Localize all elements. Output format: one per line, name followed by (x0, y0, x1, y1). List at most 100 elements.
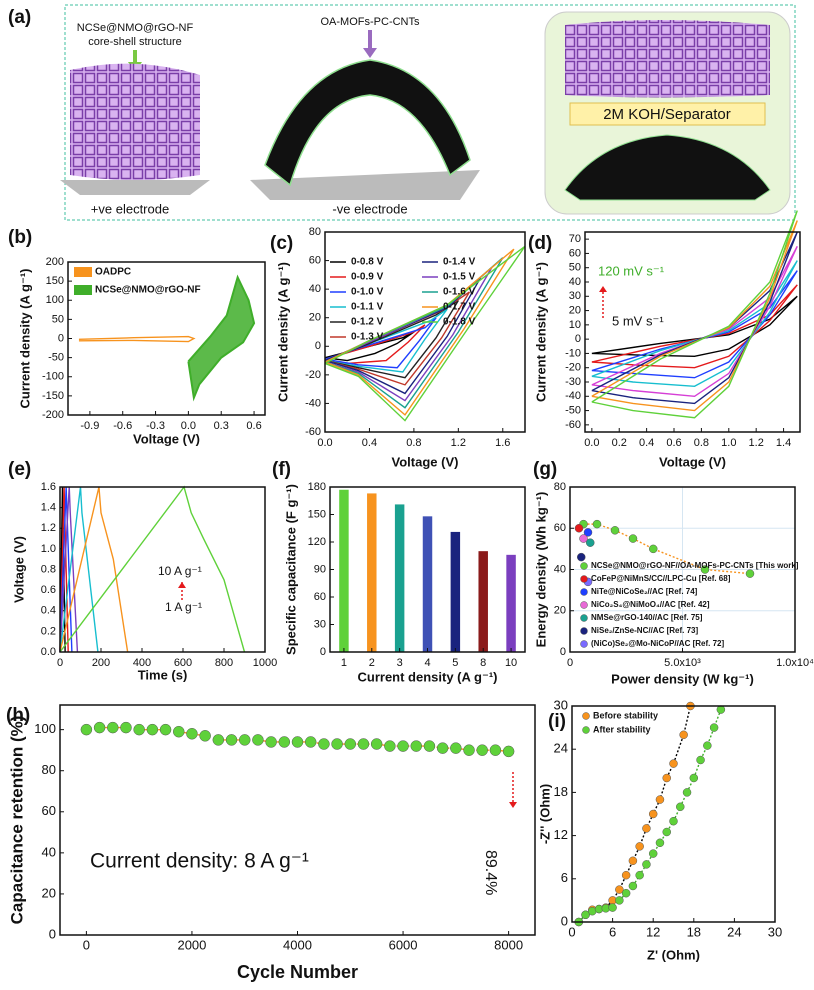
point (592, 519, 602, 529)
y-tick-label: 60 (569, 247, 581, 259)
series-line (324, 245, 526, 422)
point (265, 736, 277, 748)
anode-sheet (564, 134, 771, 201)
panel-label: (h) (6, 705, 30, 726)
legend-swatch (580, 614, 588, 622)
legend-label: NiTe@NiCoSe₂//AC [Ref. 74] (591, 587, 698, 596)
panel-label: (d) (528, 233, 552, 254)
point (745, 569, 755, 578)
y-tick-label: 40 (569, 276, 581, 288)
y-tick-label: 60 (42, 803, 56, 818)
legend-label: (NiCo)Se₂@Mo-NiCoP//AC [Ref. 72] (591, 639, 724, 648)
point (107, 721, 119, 734)
bar (506, 554, 516, 652)
legend-swatch (580, 575, 588, 583)
y-tick-label: 70 (569, 233, 581, 245)
y-tick-label: 1.4 (41, 502, 56, 514)
point (676, 802, 685, 812)
legend-label: NCSe@NMO@rGO-NF//OA-MOFs-PC-CNTs [This w… (591, 561, 799, 570)
legend-swatch (580, 627, 588, 635)
y-tick-label: 50 (569, 262, 581, 274)
x-tick-label: 6 (609, 924, 616, 939)
series-line (324, 317, 437, 369)
y-tick-label: 0 (560, 646, 566, 658)
point (476, 744, 488, 756)
panel-a: (a) NCSe@NMO@rGO-NF core-shell structure… (8, 4, 796, 221)
point (304, 736, 317, 748)
x-tick-label: 0.8 (406, 437, 421, 449)
y-tick-label: 30 (314, 618, 326, 630)
legend-label: 0-0.8 V (351, 257, 384, 268)
legend-swatch (582, 712, 590, 720)
point (581, 910, 590, 920)
y-tick-label: 10 (569, 319, 581, 331)
series-line (78, 335, 196, 343)
bar (450, 531, 461, 652)
x-tick-label: 10 (505, 657, 517, 669)
point (159, 723, 172, 736)
point (615, 896, 624, 905)
point (662, 773, 671, 783)
point (669, 759, 678, 768)
point (648, 849, 658, 858)
x-axis-title: Z' (Ohm) (647, 947, 700, 962)
x-tick-label: -0.9 (80, 420, 99, 432)
legend-label: Before stability (593, 710, 658, 720)
y-tick-label: 60 (309, 254, 321, 266)
y-tick-label: -100 (42, 371, 64, 383)
bar (422, 516, 433, 652)
y-tick-label: 40 (554, 563, 566, 575)
point (463, 744, 475, 756)
y-tick-label: 24 (554, 741, 568, 756)
y-tick-label: 30 (554, 697, 568, 712)
arrow-head (363, 48, 377, 58)
x-tick-label: 18 (687, 924, 701, 939)
point (291, 736, 304, 748)
arrow-head (178, 582, 186, 588)
point (689, 773, 699, 783)
point (621, 870, 631, 880)
y-tick-label: 80 (42, 762, 56, 777)
point (628, 856, 638, 866)
arrow-head (599, 286, 607, 292)
x-axis-title: Voltage (V) (659, 454, 726, 469)
legend-label: 0-1.2 V (351, 317, 384, 328)
legend-label: 0-1.0 V (351, 287, 384, 298)
anode-sheet (264, 59, 471, 187)
x-axis-title: Power density (W kg⁻¹) (611, 671, 754, 686)
y-tick-label: 180 (308, 481, 326, 493)
label: NCSe@NMO@rGO-NF (77, 22, 194, 34)
x-tick-label: 1 (341, 657, 347, 669)
y-tick-label: 30 (569, 290, 581, 302)
plot-frame (59, 486, 266, 653)
legend-label: 0-1.5 V (443, 272, 476, 283)
panel-label: (a) (8, 7, 31, 28)
legend-label: 0-1.1 V (351, 302, 384, 313)
x-tick-label: 30 (768, 924, 782, 939)
x-tick-label: 0.3 (214, 420, 229, 432)
legend-label: NMSe@rGO-140//AC [Ref. 75] (591, 613, 703, 622)
y-tick-label: 40 (309, 283, 321, 295)
point (370, 738, 383, 750)
point (635, 870, 644, 880)
y-tick-label: 0 (315, 340, 321, 352)
legend-label: After stability (593, 724, 651, 734)
annotation: 1 A g⁻¹ (165, 600, 202, 614)
legend-swatch (580, 588, 588, 596)
y-tick-label: -50 (48, 352, 64, 364)
y-tick-label: 6 (561, 870, 568, 885)
panel-label: (c) (270, 233, 293, 254)
x-tick-label: 5.0x10³ (664, 657, 701, 669)
point (410, 740, 422, 752)
x-axis-title: Time (s) (138, 667, 188, 682)
y-axis-title: Energy density (Wh kg⁻¹) (533, 492, 548, 648)
schematic-frame (64, 4, 796, 221)
point (621, 888, 631, 898)
point (700, 565, 710, 574)
point (615, 885, 624, 894)
x-tick-label: 3 (397, 657, 403, 669)
point (628, 881, 638, 891)
panel-label: (f) (272, 459, 291, 480)
y-tick-label: -50 (565, 404, 581, 416)
